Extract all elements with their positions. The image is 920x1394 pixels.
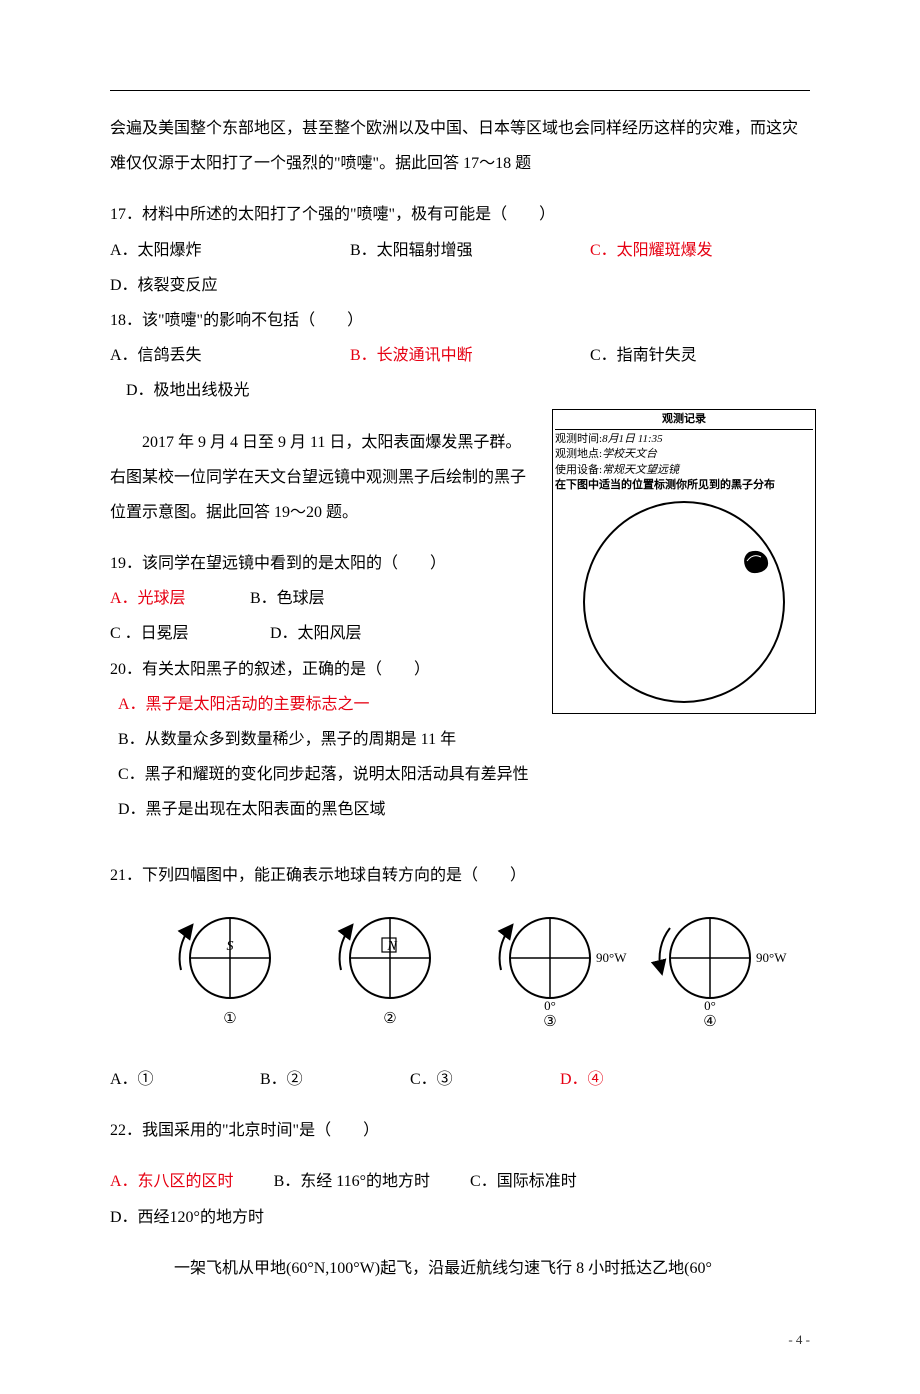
q18-stem: 18．该"喷嚏"的影响不包括（ ） (110, 303, 810, 338)
q17-opt-c: C．太阳耀斑爆发 (590, 233, 713, 268)
q18-opt-d: D．极地出线极光 (110, 373, 810, 408)
q22-opt-a: A．东八区的区时 (110, 1164, 234, 1199)
svg-text:S: S (227, 939, 234, 954)
q20-opt-b: B．从数量众多到数量稀少，黑子的周期是 11 年 (110, 722, 810, 757)
svg-text:0°: 0° (704, 998, 716, 1013)
svg-text:①: ① (223, 1011, 236, 1027)
q17-opt-b: B．太阳辐射增强 (350, 233, 550, 268)
svg-text:90°W: 90°W (596, 950, 627, 965)
q21-opt-c: C．③ (410, 1062, 560, 1097)
q18-opt-a: A．信鸽丢失 (110, 338, 310, 373)
svg-text:③: ③ (543, 1014, 556, 1030)
obs-loc-label: 观测地点: (555, 448, 602, 460)
q19-opt-b: B．色球层 (250, 581, 370, 616)
q22-opt-b: B．东经 116°的地方时 (274, 1164, 430, 1199)
intro-23: 一架飞机从甲地(60°N,100°W)起飞，沿最近航线匀速飞行 8 小时抵达乙地… (110, 1251, 810, 1286)
q19-opt-d: D．太阳风层 (270, 616, 362, 651)
q18-options-1: A．信鸽丢失 B．长波通讯中断 C．指南针失灵 (110, 338, 810, 373)
q21-opt-d: D．④ (560, 1062, 710, 1097)
observation-card: 观测记录 观测时间:8月1日 11:35 观测地点:学校天文台 使用设备:常规天… (552, 409, 810, 715)
obs-time-val: 8月1日 11:35 (602, 433, 663, 445)
observation-title: 观测记录 (555, 412, 813, 430)
q22-opt-d: D．西经120°的地方时 (110, 1200, 264, 1235)
q21-figure: S ① N ② 90°W 0° ③ (150, 903, 810, 1046)
q17-options-1: A．太阳爆炸 B．太阳辐射增强 C．太阳耀斑爆发 (110, 233, 810, 268)
svg-text:②: ② (383, 1011, 396, 1027)
svg-text:0°: 0° (544, 998, 556, 1013)
observation-circle-svg (569, 497, 799, 707)
q22-stem: 22．我国采用的"北京时间"是（ ） (110, 1113, 810, 1148)
intro-17-18: 会遍及美国整个东部地区，甚至整个欧洲以及中国、日本等区域也会同样经历这样的灾难，… (110, 111, 810, 181)
q20-opt-d: D．黑子是出现在太阳表面的黑色区域 (110, 792, 810, 827)
svg-text:90°W: 90°W (756, 950, 787, 965)
q21-stem: 21．下列四幅图中，能正确表示地球自转方向的是（ ） (110, 858, 810, 893)
q21-options: A．① B．② C．③ D．④ (110, 1062, 810, 1097)
obs-time-label: 观测时间: (555, 433, 602, 445)
q21-opt-a: A．① (110, 1062, 260, 1097)
q17-stem: 17．材料中所述的太阳打了个强的"喷嚏"，极有可能是（ ） (110, 197, 810, 232)
q17-opt-a: A．太阳爆炸 (110, 233, 310, 268)
obs-instruction: 在下图中适当的位置标测你所见到的黑子分布 (555, 478, 813, 493)
obs-loc-val: 学校天文台 (602, 448, 657, 460)
q17-opt-d: D．核裂变反应 (110, 268, 810, 303)
q20-opt-c: C．黑子和耀斑的变化同步起落，说明太阳活动具有差异性 (110, 757, 810, 792)
q18-opt-b: B．长波通讯中断 (350, 338, 550, 373)
q19-opt-a: A．光球层 (110, 581, 210, 616)
obs-equip-val: 常规天文望远镜 (602, 464, 679, 476)
q22-options: A．东八区的区时 B．东经 116°的地方时 C．国际标准时 D．西经120°的… (110, 1164, 810, 1234)
page-number: - 4 - (110, 1326, 810, 1355)
q19-opt-c: C ．日冕层 (110, 616, 230, 651)
q19-options: A．光球层 B．色球层 C ．日冕层 D．太阳风层 (110, 581, 537, 651)
q18-opt-c: C．指南针失灵 (590, 338, 697, 373)
obs-equip-label: 使用设备: (555, 464, 602, 476)
q22-opt-c: C．国际标准时 (470, 1164, 577, 1199)
q21-opt-b: B．② (260, 1062, 410, 1097)
svg-text:④: ④ (703, 1014, 716, 1030)
